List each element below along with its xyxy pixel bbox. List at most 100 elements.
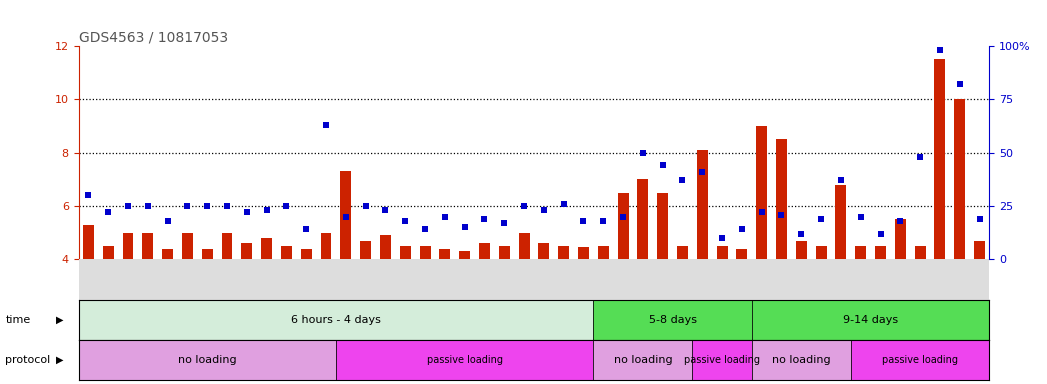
Bar — [558, 246, 570, 259]
Text: passive loading: passive loading — [684, 355, 760, 365]
Point — [496, 220, 513, 226]
Point — [239, 209, 255, 215]
Point — [812, 216, 829, 222]
Bar — [692, 340, 752, 380]
Point — [456, 224, 473, 230]
Point — [952, 81, 968, 88]
Point — [417, 227, 433, 233]
Bar — [855, 246, 866, 259]
Bar — [360, 241, 371, 259]
Point — [773, 212, 789, 218]
Bar — [716, 246, 728, 259]
Bar — [336, 340, 594, 380]
Point — [535, 207, 552, 214]
Bar — [242, 243, 252, 259]
Point — [437, 214, 453, 220]
Bar — [594, 340, 692, 380]
Bar — [578, 247, 588, 259]
Bar — [756, 126, 767, 259]
Bar — [895, 219, 906, 259]
Text: ▶: ▶ — [55, 355, 63, 365]
Bar — [836, 185, 846, 259]
Bar — [498, 246, 510, 259]
Point — [912, 154, 929, 160]
Bar — [752, 340, 851, 380]
Bar — [380, 235, 391, 259]
Bar — [915, 246, 926, 259]
Bar — [103, 246, 114, 259]
Bar — [954, 99, 965, 259]
Point — [634, 150, 651, 156]
Point — [734, 227, 751, 233]
Point — [297, 227, 314, 233]
Point — [159, 218, 176, 224]
Bar — [122, 233, 133, 259]
Point — [714, 235, 731, 241]
Bar — [935, 60, 945, 259]
Bar — [320, 233, 332, 259]
Bar — [460, 251, 470, 259]
Point — [575, 218, 592, 224]
Bar — [851, 340, 989, 380]
Point — [119, 203, 136, 209]
Text: GDS4563 / 10817053: GDS4563 / 10817053 — [79, 31, 227, 45]
Text: 9-14 days: 9-14 days — [843, 315, 898, 325]
Point — [279, 203, 295, 209]
Bar — [598, 246, 608, 259]
Bar — [974, 241, 985, 259]
Bar — [420, 246, 430, 259]
Bar — [538, 243, 550, 259]
Bar — [440, 249, 450, 259]
Bar — [618, 193, 628, 259]
Text: passive loading: passive loading — [883, 355, 958, 365]
Text: no loading: no loading — [772, 355, 830, 365]
Point — [654, 162, 671, 169]
Text: time: time — [5, 315, 30, 325]
Bar — [162, 249, 173, 259]
Point — [832, 177, 849, 184]
Point — [80, 192, 96, 199]
Point — [852, 214, 869, 220]
Text: passive loading: passive loading — [427, 355, 503, 365]
Point — [753, 209, 770, 215]
Point — [872, 231, 889, 237]
Bar — [142, 233, 153, 259]
Bar — [182, 233, 193, 259]
Point — [694, 169, 711, 175]
Bar — [816, 246, 826, 259]
Bar — [677, 246, 688, 259]
Bar — [875, 246, 886, 259]
Bar — [736, 249, 748, 259]
Point — [99, 209, 116, 215]
Point — [476, 216, 493, 222]
Point — [219, 203, 236, 209]
Point — [674, 177, 691, 184]
Point — [179, 203, 196, 209]
Bar — [400, 246, 410, 259]
Point — [892, 218, 909, 224]
Bar — [83, 225, 94, 259]
Bar — [300, 249, 312, 259]
Bar — [752, 300, 989, 340]
Bar — [776, 139, 787, 259]
Bar — [594, 300, 752, 340]
Point — [377, 207, 394, 214]
Point — [357, 203, 374, 209]
Bar — [796, 241, 807, 259]
Bar — [222, 233, 232, 259]
Point — [337, 214, 354, 220]
Point — [555, 201, 572, 207]
Point — [516, 203, 533, 209]
Point — [615, 214, 631, 220]
Bar — [638, 179, 648, 259]
Text: 6 hours - 4 days: 6 hours - 4 days — [291, 315, 381, 325]
Point — [397, 218, 414, 224]
Point — [793, 231, 809, 237]
Bar — [480, 243, 490, 259]
Text: no loading: no loading — [614, 355, 672, 365]
Point — [259, 207, 275, 214]
Point — [317, 122, 334, 128]
Text: ▶: ▶ — [55, 315, 63, 325]
Text: protocol: protocol — [5, 355, 50, 365]
Point — [139, 203, 156, 209]
